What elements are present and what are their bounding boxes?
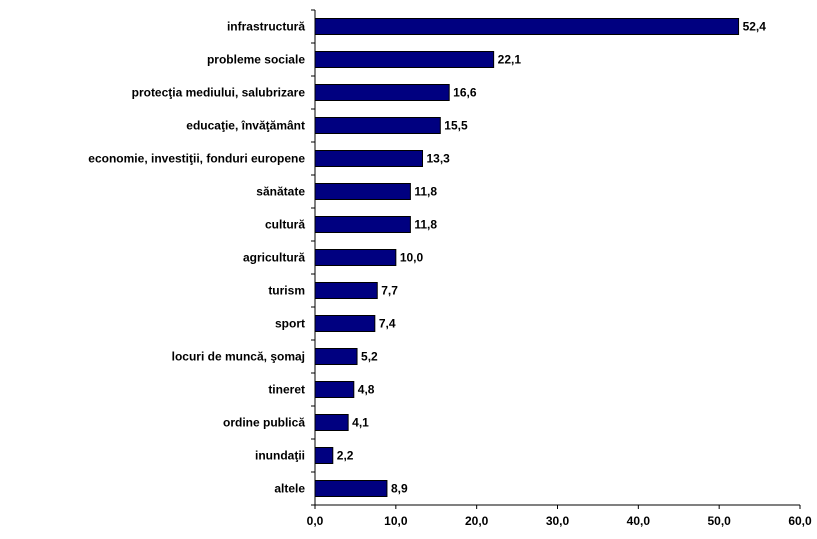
y-tick-label: locuri de muncă, şomaj: [172, 350, 305, 364]
value-label: 4,1: [352, 416, 369, 430]
value-label: 16,6: [453, 86, 477, 100]
bar: [314, 51, 495, 68]
y-tick-label: infrastructură: [227, 20, 305, 34]
y-tick-label: altele: [274, 482, 305, 496]
bar: [314, 249, 397, 266]
value-label: 13,3: [427, 152, 451, 166]
value-label: 22,1: [498, 53, 522, 67]
y-tick-label: agricultură: [243, 251, 305, 265]
y-tick-label: educaţie, învăţământ: [186, 119, 305, 133]
x-tick-label: 40,0: [627, 514, 651, 528]
y-tick-label: inundaţii: [255, 449, 305, 463]
y-tick-label: sănătate: [256, 185, 305, 199]
value-label: 8,9: [391, 482, 408, 496]
x-tick-label: 10,0: [384, 514, 408, 528]
bar: [314, 216, 411, 233]
bar: [314, 414, 349, 431]
x-tick-label: 20,0: [465, 514, 489, 528]
y-tick-label: tineret: [268, 383, 305, 397]
bar: [314, 381, 355, 398]
bar: [314, 117, 441, 134]
bar: [314, 348, 358, 365]
value-label: 11,8: [414, 185, 437, 199]
bar: [314, 282, 378, 299]
bar: [314, 150, 424, 167]
bar: [314, 315, 376, 332]
value-label: 2,2: [337, 449, 354, 463]
value-label: 7,7: [381, 284, 398, 298]
value-label: 11,8: [414, 218, 437, 232]
value-label: 10,0: [400, 251, 424, 265]
value-label: 5,2: [361, 350, 378, 364]
y-tick-label: sport: [275, 317, 305, 331]
y-tick-label: turism: [268, 284, 305, 298]
bar: [314, 84, 450, 101]
value-label: 7,4: [379, 317, 396, 331]
y-tick-label: cultură: [265, 218, 305, 232]
y-tick-label: protecţia mediului, salubrizare: [132, 86, 306, 100]
value-label: 4,8: [358, 383, 375, 397]
value-label: 15,5: [444, 119, 468, 133]
y-tick-label: probleme sociale: [207, 53, 305, 67]
y-tick-label: ordine publică: [223, 416, 305, 430]
bar: [314, 447, 334, 464]
bar: [314, 183, 411, 200]
y-tick-label: economie, investiţii, fonduri europene: [88, 152, 305, 166]
x-tick-label: 50,0: [707, 514, 731, 528]
value-label: 52,4: [743, 20, 767, 34]
x-tick-label: 60,0: [788, 514, 812, 528]
x-tick-label: 30,0: [546, 514, 570, 528]
x-tick-label: 0,0: [307, 514, 324, 528]
bar: [314, 480, 388, 497]
bar: [314, 18, 740, 35]
